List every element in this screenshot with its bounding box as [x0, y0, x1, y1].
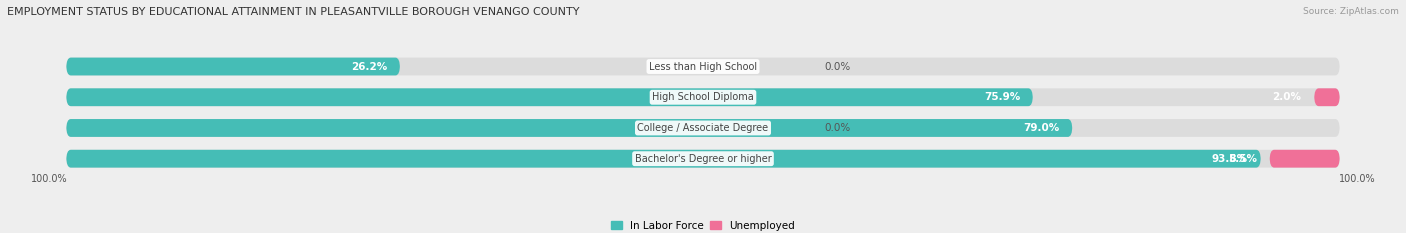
FancyBboxPatch shape [66, 58, 1340, 75]
Text: 0.0%: 0.0% [824, 62, 851, 72]
FancyBboxPatch shape [66, 119, 1340, 137]
Text: High School Diploma: High School Diploma [652, 92, 754, 102]
Text: College / Associate Degree: College / Associate Degree [637, 123, 769, 133]
Text: 26.2%: 26.2% [352, 62, 387, 72]
FancyBboxPatch shape [1270, 150, 1340, 168]
Text: 100.0%: 100.0% [1339, 174, 1375, 184]
Text: Bachelor's Degree or higher: Bachelor's Degree or higher [634, 154, 772, 164]
FancyBboxPatch shape [66, 150, 1261, 168]
FancyBboxPatch shape [66, 88, 1033, 106]
Text: 93.8%: 93.8% [1212, 154, 1249, 164]
Text: 75.9%: 75.9% [984, 92, 1021, 102]
Text: 100.0%: 100.0% [31, 174, 67, 184]
FancyBboxPatch shape [66, 119, 1073, 137]
FancyBboxPatch shape [66, 58, 399, 75]
FancyBboxPatch shape [66, 88, 1340, 106]
FancyBboxPatch shape [66, 150, 1340, 168]
Text: Source: ZipAtlas.com: Source: ZipAtlas.com [1303, 7, 1399, 16]
Text: Less than High School: Less than High School [650, 62, 756, 72]
Text: 2.0%: 2.0% [1272, 92, 1302, 102]
Text: EMPLOYMENT STATUS BY EDUCATIONAL ATTAINMENT IN PLEASANTVILLE BOROUGH VENANGO COU: EMPLOYMENT STATUS BY EDUCATIONAL ATTAINM… [7, 7, 579, 17]
FancyBboxPatch shape [1315, 88, 1340, 106]
Text: 0.0%: 0.0% [824, 123, 851, 133]
Legend: In Labor Force, Unemployed: In Labor Force, Unemployed [607, 217, 799, 233]
Text: 5.5%: 5.5% [1227, 154, 1257, 164]
Text: 79.0%: 79.0% [1024, 123, 1060, 133]
